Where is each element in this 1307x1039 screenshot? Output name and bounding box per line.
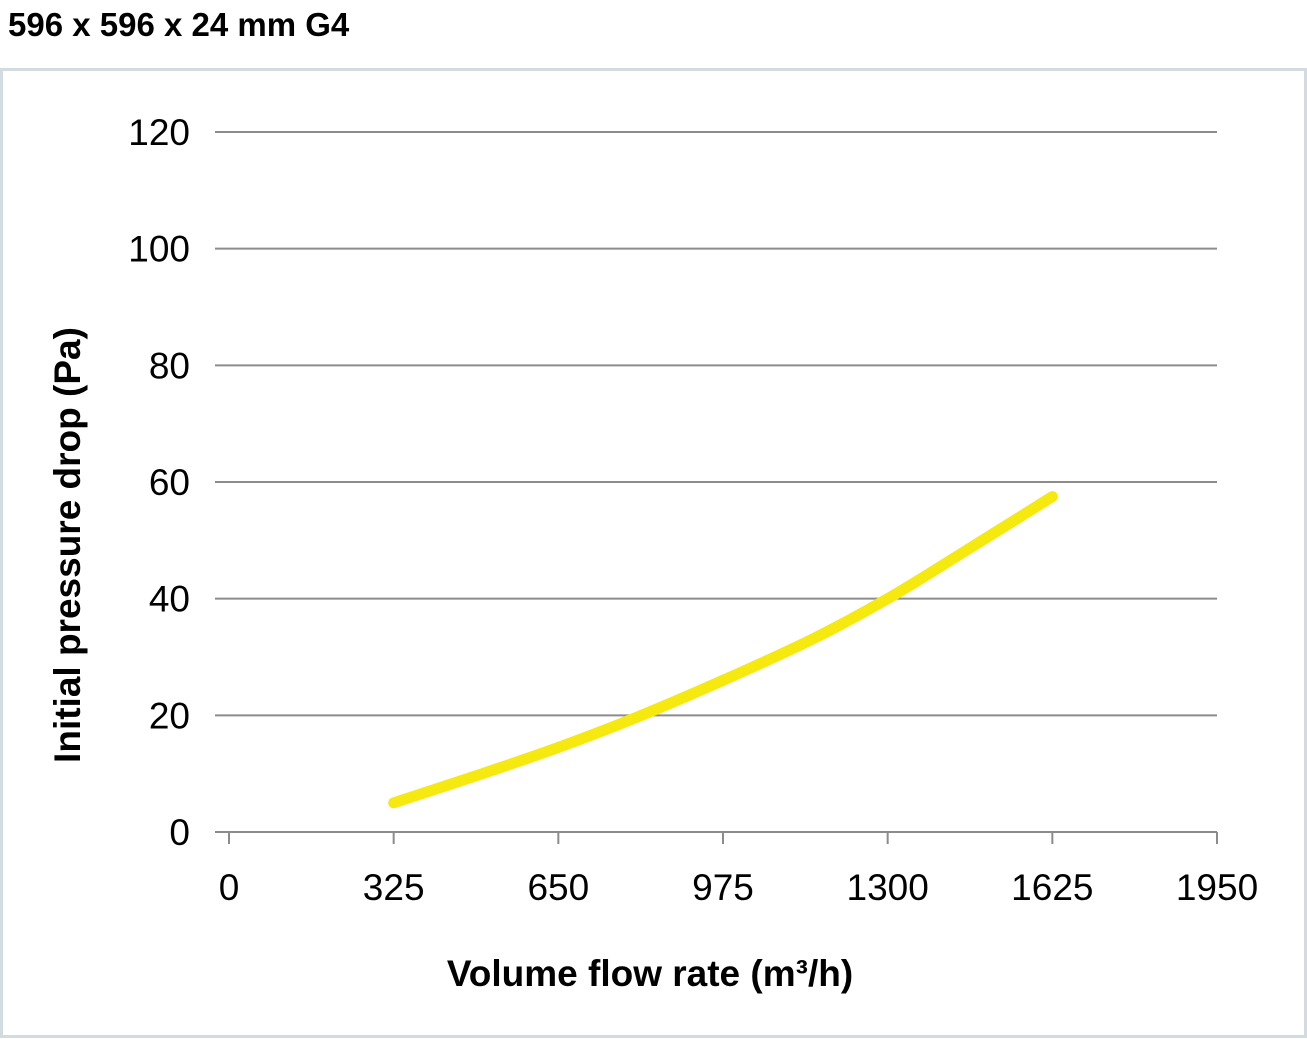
x-tick-label: 0 (219, 867, 240, 908)
y-tick-label: 60 (149, 462, 190, 503)
y-tick-label: 0 (169, 812, 190, 853)
y-tick-label: 100 (128, 229, 190, 270)
axis-layer: 0 20 40 60 80 100 120 0 325 650 975 1300 1625 1950 (128, 112, 1258, 908)
y-axis-title: Initial pressure drop (Pa) (47, 327, 88, 763)
series-layer (388, 491, 1058, 809)
series-line (388, 491, 1058, 809)
x-tick-label: 975 (692, 867, 754, 908)
x-tick-label: 1625 (1011, 867, 1093, 908)
grid-layer (215, 131, 1217, 717)
x-tick-label: 1950 (1176, 867, 1258, 908)
y-tick-label: 20 (149, 695, 190, 736)
x-axis-title: Volume flow rate (m³/h) (447, 953, 853, 994)
y-tick-label: 40 (149, 579, 190, 620)
y-tick-label: 80 (149, 345, 190, 386)
chart-frame (0, 68, 1307, 1038)
x-tick-label: 1300 (847, 867, 929, 908)
x-tick-label: 650 (527, 867, 589, 908)
y-tick-label: 120 (128, 112, 190, 153)
page-title: 596 x 596 x 24 mm G4 (8, 6, 350, 43)
x-tick-label: 325 (363, 867, 425, 908)
